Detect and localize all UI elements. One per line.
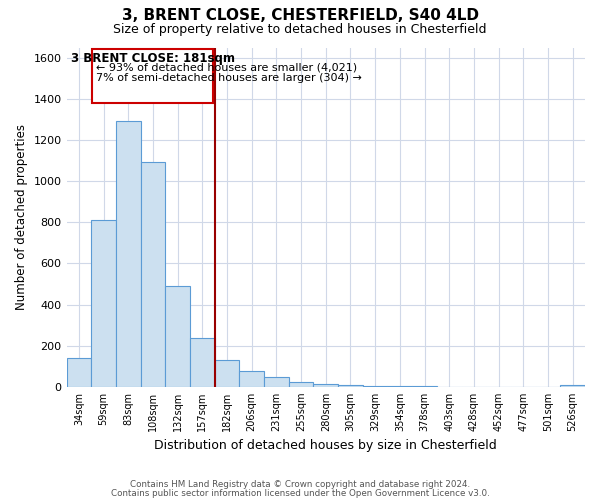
Text: Contains HM Land Registry data © Crown copyright and database right 2024.: Contains HM Land Registry data © Crown c…	[130, 480, 470, 489]
X-axis label: Distribution of detached houses by size in Chesterfield: Distribution of detached houses by size …	[154, 440, 497, 452]
Bar	[264, 377, 289, 387]
Bar	[140, 162, 165, 387]
Bar	[92, 48, 214, 103]
Bar	[91, 220, 116, 387]
Bar	[239, 372, 264, 387]
Bar	[363, 386, 388, 387]
Text: 3 BRENT CLOSE: 181sqm: 3 BRENT CLOSE: 181sqm	[71, 52, 235, 65]
Text: Contains public sector information licensed under the Open Government Licence v3: Contains public sector information licen…	[110, 489, 490, 498]
Text: 3, BRENT CLOSE, CHESTERFIELD, S40 4LD: 3, BRENT CLOSE, CHESTERFIELD, S40 4LD	[121, 8, 479, 22]
Bar	[313, 384, 338, 387]
Bar	[215, 360, 239, 387]
Bar	[165, 286, 190, 387]
Bar	[116, 120, 140, 387]
Bar	[67, 358, 91, 387]
Text: ← 93% of detached houses are smaller (4,021): ← 93% of detached houses are smaller (4,…	[96, 62, 357, 72]
Bar	[388, 386, 412, 387]
Bar	[560, 384, 585, 387]
Bar	[338, 384, 363, 387]
Y-axis label: Number of detached properties: Number of detached properties	[15, 124, 28, 310]
Bar	[190, 338, 215, 387]
Bar	[289, 382, 313, 387]
Text: Size of property relative to detached houses in Chesterfield: Size of property relative to detached ho…	[113, 22, 487, 36]
Text: 7% of semi-detached houses are larger (304) →: 7% of semi-detached houses are larger (3…	[96, 73, 362, 83]
